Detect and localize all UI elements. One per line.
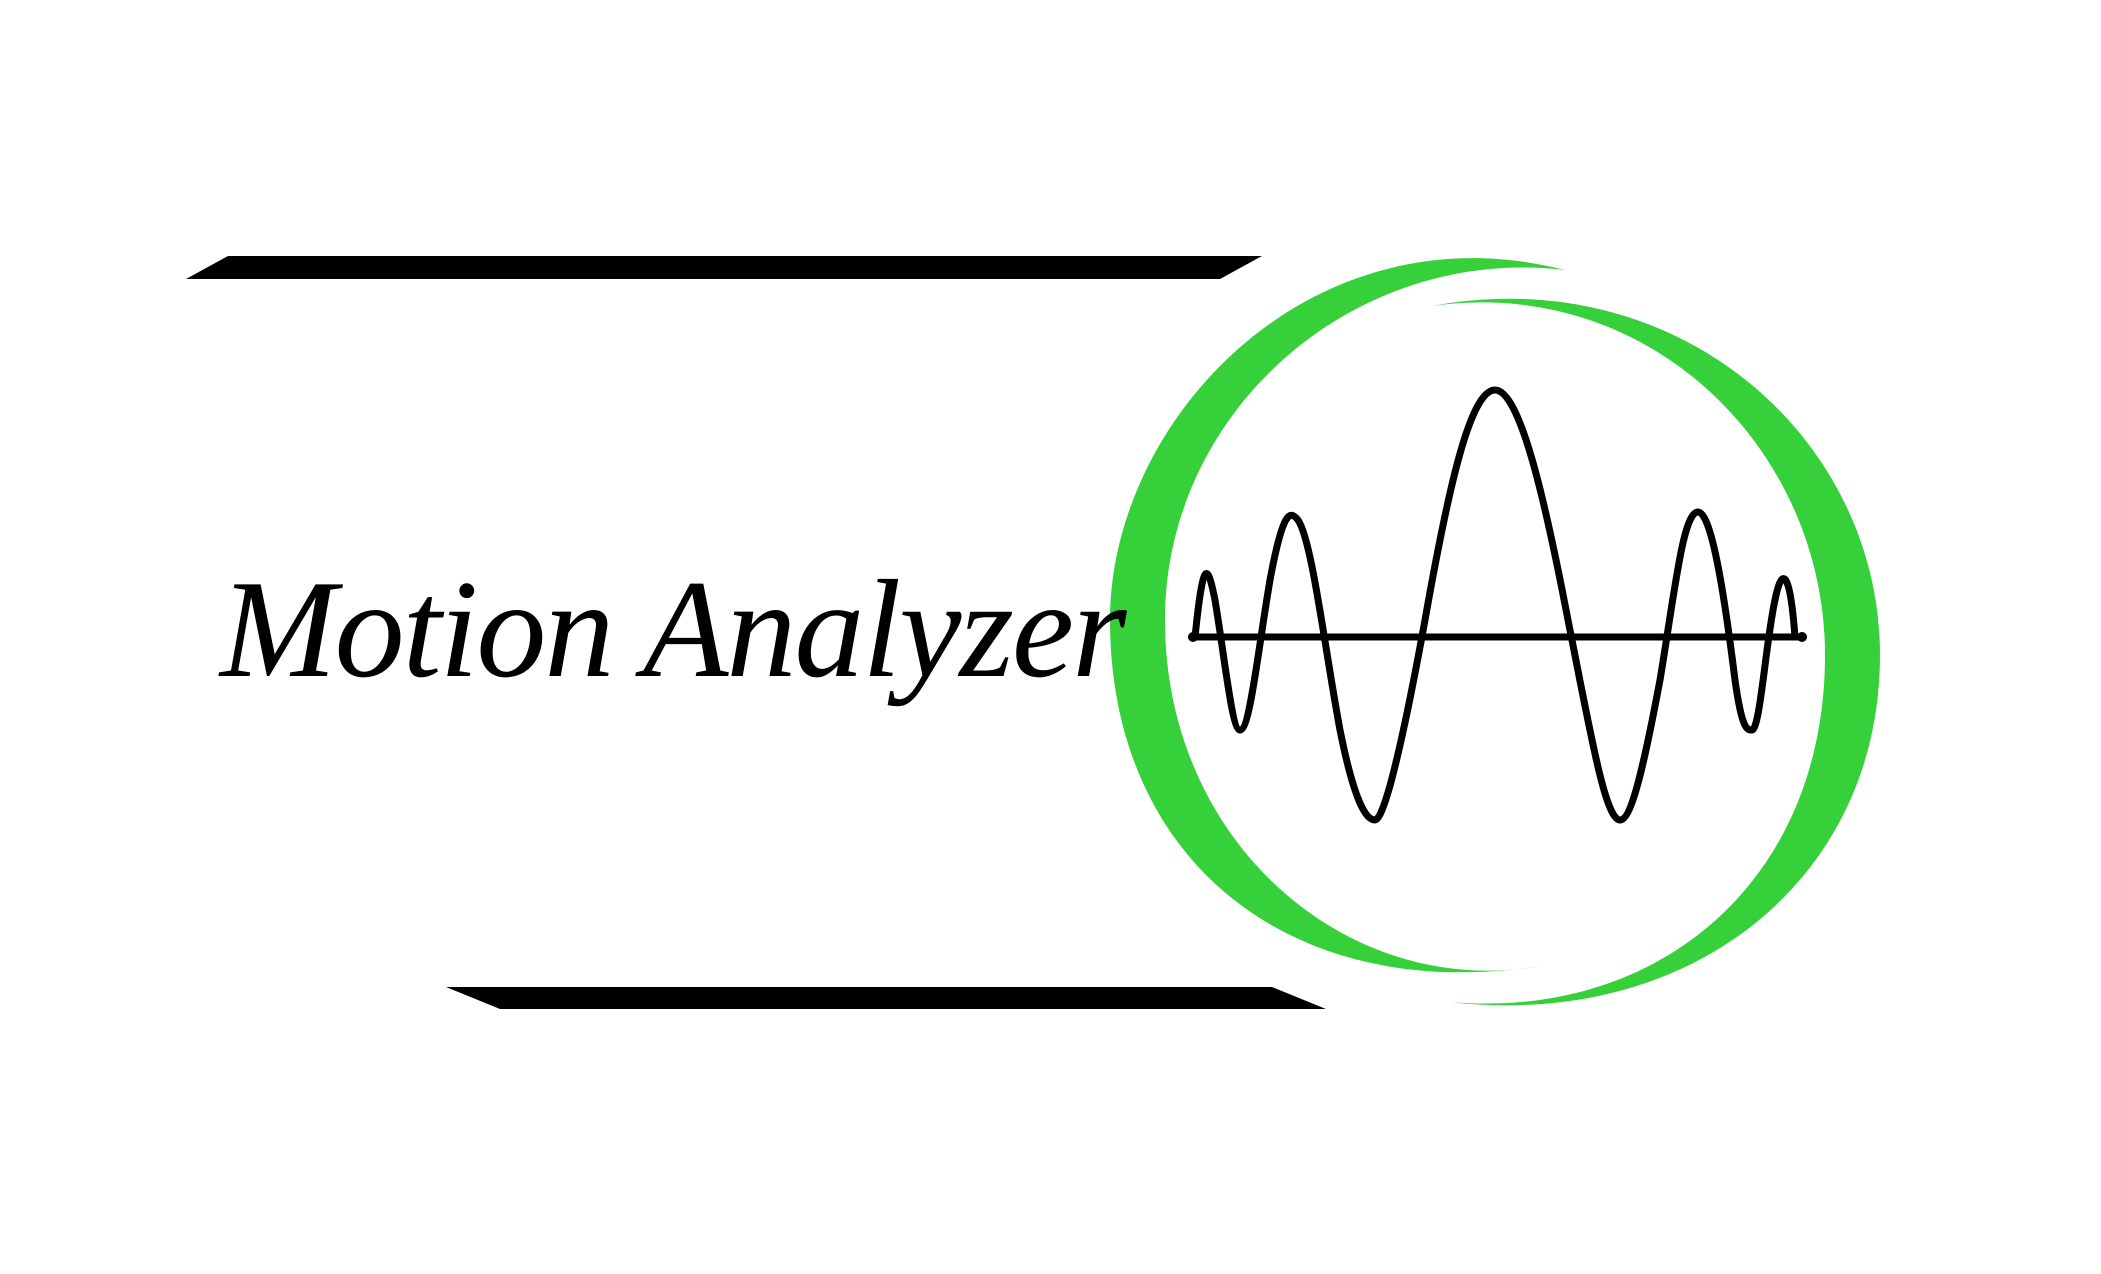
wave-right-cap bbox=[1797, 632, 1807, 642]
brand-name: Motion Analyzer bbox=[220, 552, 1127, 707]
right-swoosh bbox=[1432, 298, 1880, 1006]
wave-left-cap bbox=[1188, 632, 1198, 642]
bottom-bar bbox=[446, 987, 1326, 1009]
sine-wave-icon bbox=[1188, 386, 1807, 824]
top-bar bbox=[186, 256, 1262, 279]
left-swoosh bbox=[1110, 258, 1565, 973]
wave-curve bbox=[1191, 386, 1799, 824]
